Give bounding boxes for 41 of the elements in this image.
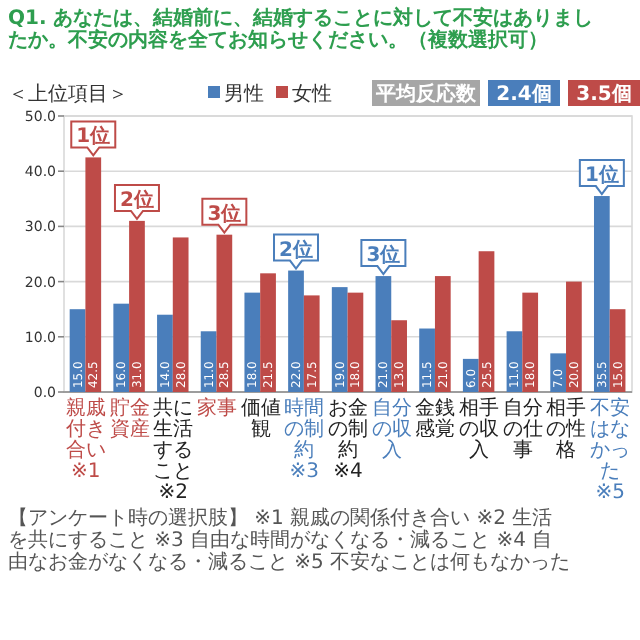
legend-label: 女性 (292, 82, 332, 106)
x-tick-label: 家事 (196, 396, 237, 420)
text: 2.4個 (496, 82, 552, 106)
x-tick-label: 自分の仕事 (502, 396, 543, 462)
legend-label: 男性 (224, 82, 264, 106)
bar (113, 303, 130, 392)
annotation: 3位 (207, 201, 242, 226)
bar (478, 251, 495, 392)
bar (522, 292, 539, 392)
bar (260, 273, 276, 392)
bar (172, 237, 189, 392)
x-tick-label: 親戚付き合い※1 (65, 396, 106, 483)
x-tick-label: 金銭感覚 (415, 396, 456, 441)
chart-title: Q1. あなたは、結婚前に、結婚することに対して不安はありましたか。不安の内容を全てお知らせください。（複数選択可） (8, 6, 594, 52)
x-tick-label: 不安はなかった※5 (590, 396, 631, 504)
text: 3.5個 (576, 82, 632, 106)
annotation: 2位 (120, 187, 154, 212)
text: 平均反応数 (374, 82, 478, 106)
bar (434, 276, 451, 392)
x-tick-label: 相手の性格 (546, 396, 587, 462)
bar (157, 314, 173, 392)
annotation: 1位 (76, 124, 111, 149)
x-tick-label: 時間の制約※3 (284, 396, 325, 483)
bar (419, 328, 435, 392)
x-tick-label: 相手の収入 (459, 396, 500, 462)
annotation: 3位 (366, 243, 401, 268)
bar (244, 292, 261, 392)
annotation: 2位 (279, 237, 313, 262)
text: ＜上位項目＞ (8, 82, 128, 106)
bar (331, 287, 348, 392)
text: 【アンケート時の選択肢】 ※1 親戚の関係付き合い ※2 生活を共にすること ※3 自由な時間がなくなる・減ること ※4 自由なお金がなくなる・減ること ※5 不安なことは何もなかった (8, 506, 571, 574)
x-tick-label: 貯金資産 (109, 396, 150, 441)
x-tick-label: 価値観 (240, 396, 281, 441)
annotation: 1位 (584, 163, 619, 188)
x-tick-label: 自分の収入 (371, 396, 412, 462)
bar (391, 320, 407, 392)
x-tick-label: 共に生活すること※2 (153, 396, 194, 504)
bar (303, 295, 320, 392)
x-tick-label: お金の制約※4 (328, 396, 368, 483)
bar (550, 353, 567, 392)
bar (566, 281, 582, 392)
